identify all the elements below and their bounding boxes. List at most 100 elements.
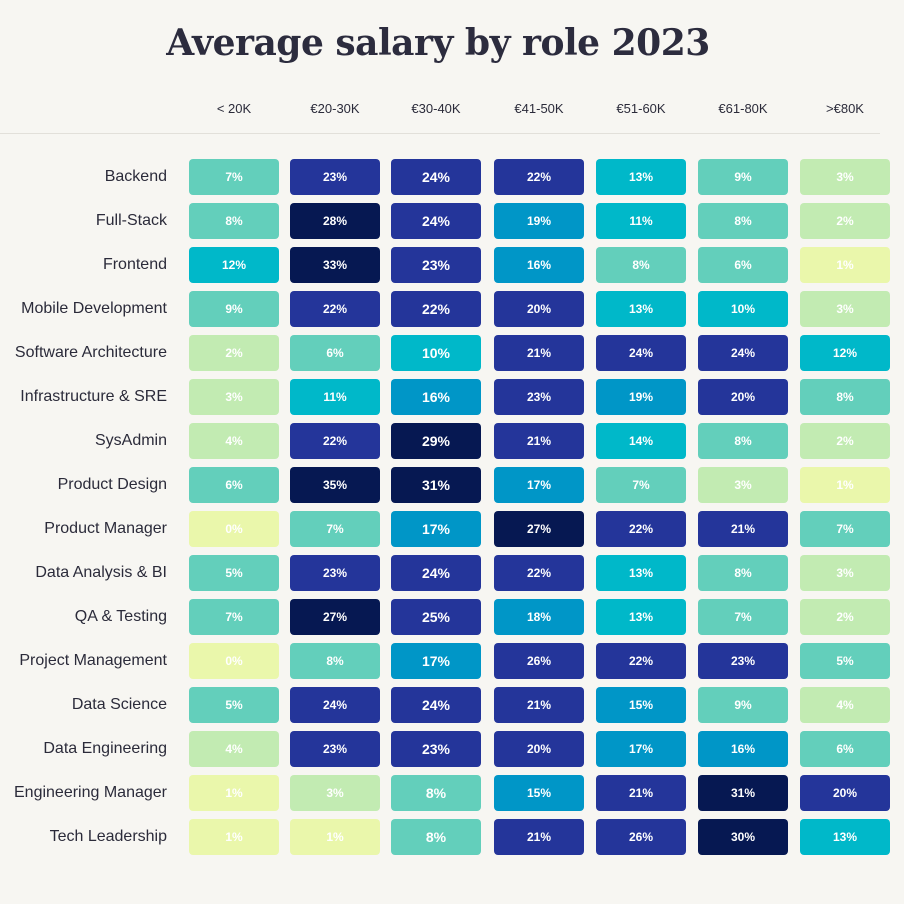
heatmap-cell: 1% xyxy=(800,247,890,283)
column-label: >€80K xyxy=(826,101,864,116)
heatmap-cell: 24% xyxy=(290,687,380,723)
heatmap-cell: 8% xyxy=(391,775,481,811)
heatmap-cell: 26% xyxy=(494,643,584,679)
heatmap-cell: 4% xyxy=(189,423,279,459)
heatmap-cell: 23% xyxy=(494,379,584,415)
heatmap-cell: 19% xyxy=(494,203,584,239)
row-label: Data Engineering xyxy=(43,740,167,757)
column-label: €30-40K xyxy=(411,101,461,116)
heatmap-cell: 11% xyxy=(596,203,686,239)
heatmap-cell: 0% xyxy=(189,643,279,679)
heatmap-cell: 14% xyxy=(596,423,686,459)
heatmap-cell: 6% xyxy=(290,335,380,371)
heatmap-cell: 29% xyxy=(391,423,481,459)
heatmap-cell: 31% xyxy=(391,467,481,503)
row-label: Engineering Manager xyxy=(14,784,167,801)
heatmap-cell: 17% xyxy=(391,511,481,547)
heatmap-cell: 22% xyxy=(391,291,481,327)
heatmap-cell: 23% xyxy=(698,643,788,679)
heatmap-cell: 21% xyxy=(494,687,584,723)
column-label: €61-80K xyxy=(718,101,768,116)
heatmap-cell: 6% xyxy=(189,467,279,503)
heatmap-cell: 8% xyxy=(391,819,481,855)
row-label: Product Manager xyxy=(44,520,167,537)
heatmap-cell: 17% xyxy=(494,467,584,503)
heatmap-cell: 8% xyxy=(698,555,788,591)
heatmap-cell: 23% xyxy=(391,247,481,283)
heatmap-cell: 7% xyxy=(189,159,279,195)
row-label: Project Management xyxy=(19,652,167,669)
heatmap-cell: 20% xyxy=(494,291,584,327)
heatmap-cell: 25% xyxy=(391,599,481,635)
heatmap-cell: 24% xyxy=(391,159,481,195)
heatmap-cell: 21% xyxy=(698,511,788,547)
heatmap-cell: 8% xyxy=(290,643,380,679)
heatmap-cell: 8% xyxy=(189,203,279,239)
row-label: Full-Stack xyxy=(95,212,167,229)
heatmap-cell: 8% xyxy=(698,203,788,239)
heatmap-cell: 1% xyxy=(800,467,890,503)
heatmap-cell: 10% xyxy=(698,291,788,327)
header-divider xyxy=(0,133,880,134)
heatmap-cell: 12% xyxy=(189,247,279,283)
heatmap-cell: 4% xyxy=(800,687,890,723)
row-label: Frontend xyxy=(102,256,167,273)
heatmap-cell: 17% xyxy=(391,643,481,679)
heatmap-cell: 5% xyxy=(189,687,279,723)
heatmap-cell: 16% xyxy=(391,379,481,415)
column-label: < 20K xyxy=(216,101,252,116)
heatmap-cell: 2% xyxy=(800,599,890,635)
heatmap-cell: 23% xyxy=(290,731,380,767)
heatmap-cell: 8% xyxy=(698,423,788,459)
column-label: €51-60K xyxy=(616,101,666,116)
heatmap-cell: 23% xyxy=(290,159,380,195)
heatmap-cell: 1% xyxy=(290,819,380,855)
heatmap-cell: 20% xyxy=(698,379,788,415)
heatmap-cell: 24% xyxy=(391,555,481,591)
heatmap-cell: 20% xyxy=(494,731,584,767)
heatmap-cell: 22% xyxy=(494,159,584,195)
heatmap-cell: 3% xyxy=(290,775,380,811)
heatmap-cell: 15% xyxy=(596,687,686,723)
heatmap-cell: 35% xyxy=(290,467,380,503)
heatmap-cell: 2% xyxy=(800,423,890,459)
heatmap-cell: 11% xyxy=(290,379,380,415)
heatmap-cell: 24% xyxy=(391,203,481,239)
heatmap-cell: 13% xyxy=(596,599,686,635)
heatmap-cell: 22% xyxy=(494,555,584,591)
heatmap-cell: 17% xyxy=(596,731,686,767)
row-label: Infrastructure & SRE xyxy=(20,388,167,405)
heatmap-cell: 24% xyxy=(596,335,686,371)
heatmap-cell: 21% xyxy=(494,335,584,371)
heatmap-cell: 0% xyxy=(189,511,279,547)
heatmap-cell: 31% xyxy=(698,775,788,811)
heatmap-cell: 30% xyxy=(698,819,788,855)
heatmap-cell: 27% xyxy=(290,599,380,635)
chart-title: Average salary by role 2023 xyxy=(166,22,710,64)
column-label: €20-30K xyxy=(310,101,360,116)
row-label: Product Design xyxy=(57,476,167,493)
heatmap-cell: 3% xyxy=(800,555,890,591)
heatmap-cell: 5% xyxy=(800,643,890,679)
heatmap-cell: 9% xyxy=(698,687,788,723)
heatmap-cell: 2% xyxy=(800,203,890,239)
row-label: Backend xyxy=(104,168,167,185)
heatmap-cell: 9% xyxy=(189,291,279,327)
heatmap-cell: 22% xyxy=(596,643,686,679)
row-label: Data Science xyxy=(71,696,167,713)
row-label: Data Analysis & BI xyxy=(35,564,167,581)
heatmap-cell: 16% xyxy=(494,247,584,283)
heatmap-cell: 3% xyxy=(800,159,890,195)
heatmap-cell: 3% xyxy=(189,379,279,415)
heatmap-cell: 33% xyxy=(290,247,380,283)
heatmap-cell: 21% xyxy=(494,423,584,459)
heatmap-cell: 21% xyxy=(596,775,686,811)
row-label: Tech Leadership xyxy=(49,828,167,845)
row-label: QA & Testing xyxy=(74,608,167,625)
heatmap-cell: 1% xyxy=(189,775,279,811)
heatmap-cell: 5% xyxy=(189,555,279,591)
heatmap-cell: 24% xyxy=(391,687,481,723)
column-label: €41-50K xyxy=(514,101,564,116)
heatmap-cell: 16% xyxy=(698,731,788,767)
heatmap-cell: 13% xyxy=(596,291,686,327)
